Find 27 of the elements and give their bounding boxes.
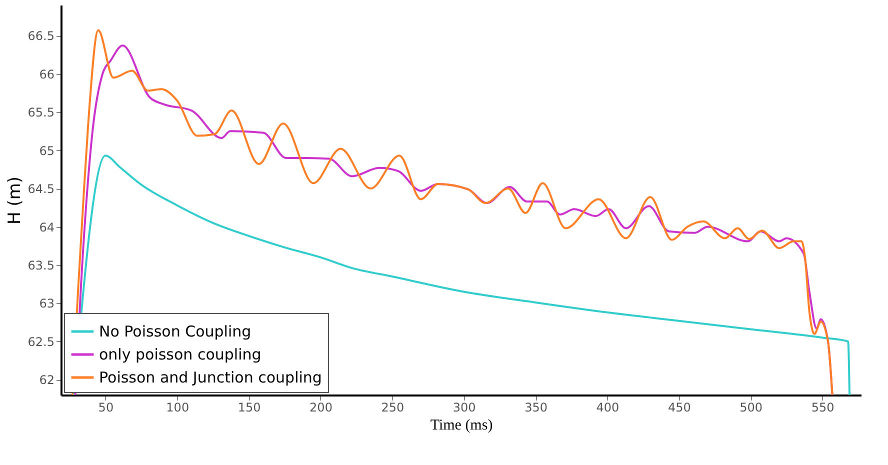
y-tick-label: 66 <box>39 67 54 82</box>
x-tick-label: 200 <box>310 400 332 414</box>
x-tick-label: 100 <box>166 400 190 414</box>
y-tick-label: 65 <box>39 144 54 158</box>
x-tick-label: 550 <box>811 400 834 414</box>
legend-label: Poisson and Junction coupling <box>99 368 322 386</box>
line-series <box>72 154 851 395</box>
legend-label: only poisson coupling <box>99 346 262 364</box>
y-tick-label: 62 <box>39 373 54 388</box>
y-tick-label: 64 <box>39 220 54 234</box>
y-tick-label: 63.5 <box>28 258 54 272</box>
x-tick-label: 250 <box>381 400 404 414</box>
x-tick-label: 50 <box>98 400 114 414</box>
y-tick-label: 62.5 <box>28 334 54 349</box>
y-tick-label: 63 <box>39 296 54 311</box>
y-tick-label: 64.5 <box>28 182 54 196</box>
x-tick-label: 400 <box>596 400 620 414</box>
x-tick-label: 350 <box>524 400 548 414</box>
x-tick-label: 150 <box>238 400 261 414</box>
x-axis-title: Time (ms) <box>430 418 493 434</box>
y-tick-label: 65.5 <box>28 106 54 120</box>
legend-label: No Poisson Coupling <box>99 322 252 340</box>
x-tick-label: 500 <box>740 400 763 414</box>
x-tick-label: 300 <box>452 400 476 414</box>
y-tick-label: 66.5 <box>28 29 54 44</box>
y-axis-title: H (m) <box>4 176 25 225</box>
x-tick-label: 450 <box>668 400 691 414</box>
